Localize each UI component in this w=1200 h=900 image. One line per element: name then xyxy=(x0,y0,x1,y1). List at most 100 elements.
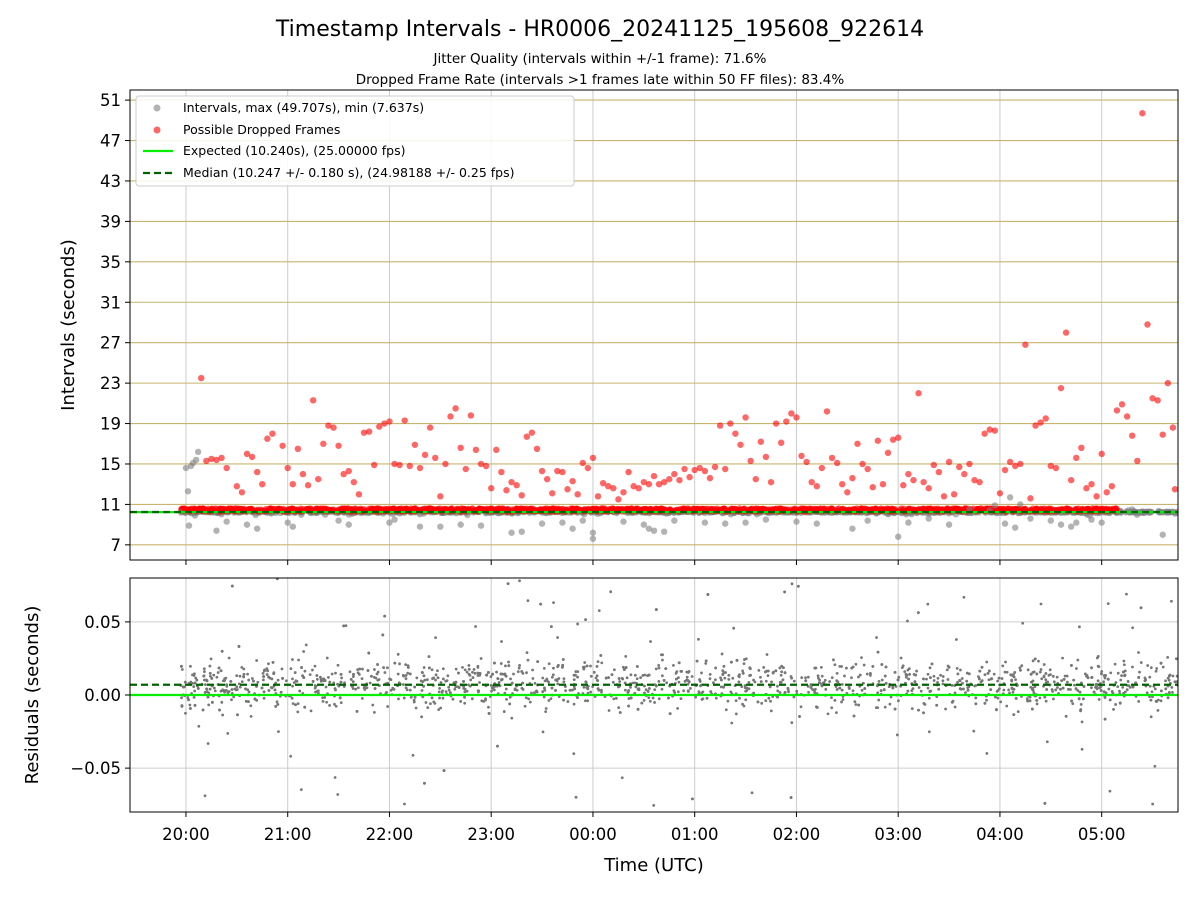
residual-point xyxy=(419,679,423,683)
residual-point xyxy=(389,678,393,681)
residual-point xyxy=(1092,690,1096,694)
residual-point xyxy=(1005,704,1009,708)
dropped-frame-point xyxy=(696,464,703,472)
residual-point xyxy=(321,699,325,703)
dropped-frame-point xyxy=(1084,505,1091,513)
residual-point xyxy=(862,663,866,667)
residual-point xyxy=(207,703,211,707)
residual-point xyxy=(1159,689,1163,693)
residual-point xyxy=(722,664,726,668)
dropped-frame-point xyxy=(1134,457,1141,465)
residual-point xyxy=(1021,621,1025,625)
residual-point xyxy=(836,680,840,684)
residual-point xyxy=(504,664,507,668)
residual-point xyxy=(795,689,799,693)
residual-point xyxy=(1025,697,1029,701)
residual-point xyxy=(1174,657,1178,661)
residual-point xyxy=(422,674,426,678)
residual-point xyxy=(1100,670,1104,673)
bottom-ytick-label: 0.05 xyxy=(84,613,121,632)
interval-point xyxy=(762,516,770,523)
residual-point xyxy=(987,678,991,682)
residual-point xyxy=(267,662,270,666)
residual-point xyxy=(620,776,624,780)
residual-point xyxy=(518,664,521,667)
residual-point xyxy=(1026,699,1029,703)
residual-point xyxy=(411,753,415,757)
residual-point xyxy=(427,655,431,658)
dropped-frame-point xyxy=(900,482,907,489)
residual-point xyxy=(685,670,689,674)
residual-point xyxy=(539,602,543,606)
dropped-frame-point xyxy=(366,505,373,512)
residual-point xyxy=(1159,661,1163,665)
residual-point xyxy=(1052,680,1056,684)
residual-point xyxy=(624,666,628,669)
dropped-frame-subtitle: Dropped Frame Rate (intervals >1 frames … xyxy=(356,72,845,88)
residual-point xyxy=(719,678,723,682)
residual-point xyxy=(192,674,196,677)
residual-point xyxy=(267,675,271,679)
residual-point xyxy=(189,664,192,668)
residual-point xyxy=(1055,675,1059,679)
residual-point xyxy=(1096,664,1100,668)
residual-point xyxy=(1069,688,1072,691)
dropped-frame-point xyxy=(767,478,775,486)
residual-point xyxy=(227,656,231,660)
residual-point xyxy=(230,584,234,588)
residual-point xyxy=(781,666,785,670)
residual-point xyxy=(497,680,501,684)
top-ytick-label: 35 xyxy=(100,253,121,272)
residual-point xyxy=(618,680,622,683)
residual-point xyxy=(426,706,430,710)
interval-point xyxy=(793,518,800,525)
residual-point xyxy=(1063,674,1067,678)
residual-point xyxy=(324,685,328,689)
residual-point xyxy=(261,672,265,675)
residual-point xyxy=(714,666,718,670)
residual-point xyxy=(180,696,183,700)
dropped-frame-point xyxy=(813,483,820,490)
dropped-frame-point xyxy=(1005,505,1012,513)
residual-point xyxy=(999,700,1003,704)
dropped-frame-point xyxy=(508,478,515,486)
residual-point xyxy=(566,700,570,703)
residual-point xyxy=(469,678,473,682)
residual-point xyxy=(544,710,548,714)
residual-point xyxy=(439,681,443,684)
residual-point xyxy=(1125,688,1129,692)
residual-point xyxy=(877,679,881,683)
residual-point xyxy=(467,667,471,671)
dropped-frame-point xyxy=(820,505,828,512)
dropped-frame-point xyxy=(1037,419,1044,426)
residual-point xyxy=(780,670,784,674)
residual-point xyxy=(292,681,296,685)
residual-point xyxy=(187,698,190,702)
residual-point xyxy=(274,705,278,708)
interval-point xyxy=(518,528,525,535)
residual-point xyxy=(434,636,437,640)
residual-point xyxy=(1148,684,1152,688)
interval-point xyxy=(945,521,953,528)
residual-point xyxy=(554,678,558,682)
residual-point xyxy=(850,676,853,680)
residual-point xyxy=(304,643,308,647)
residual-point xyxy=(333,687,337,691)
residual-point xyxy=(783,690,787,694)
residual-point xyxy=(489,675,493,679)
residual-point xyxy=(704,659,708,663)
residual-point xyxy=(291,684,294,688)
residual-point xyxy=(910,689,914,693)
residual-point xyxy=(1103,717,1107,721)
residual-point xyxy=(552,666,555,670)
residual-point xyxy=(709,690,713,693)
residual-point xyxy=(492,688,496,692)
residual-point xyxy=(858,673,862,677)
residual-point xyxy=(1139,606,1143,610)
residual-point xyxy=(916,611,920,615)
dropped-frame-point xyxy=(625,468,632,476)
residual-point xyxy=(576,675,579,679)
residual-point xyxy=(1090,686,1093,689)
residual-point xyxy=(674,677,678,681)
residual-point xyxy=(781,678,785,682)
